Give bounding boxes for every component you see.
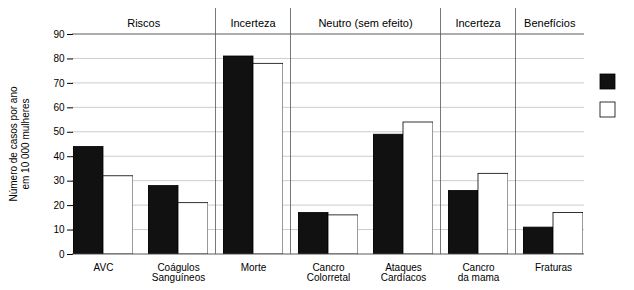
svg-text:20: 20 — [53, 200, 65, 211]
svg-text:CoágulosSanguíneos: CoágulosSanguíneos — [152, 262, 205, 283]
svg-text:Morte: Morte — [241, 262, 267, 273]
svg-text:40: 40 — [53, 151, 65, 162]
svg-text:AtaquesCardíacos: AtaquesCardíacos — [381, 262, 427, 283]
svg-text:30: 30 — [53, 175, 65, 186]
svg-text:70: 70 — [53, 78, 65, 89]
svg-text:Riscos: Riscos — [127, 17, 161, 29]
svg-text:10: 10 — [53, 224, 65, 235]
svg-text:Incerteza: Incerteza — [455, 17, 501, 29]
svg-text:Neutro (sem efeito): Neutro (sem efeito) — [318, 17, 412, 29]
svg-text:60: 60 — [53, 102, 65, 113]
svg-text:Incerteza: Incerteza — [230, 17, 276, 29]
svg-text:50: 50 — [53, 126, 65, 137]
svg-text:0: 0 — [59, 249, 65, 260]
svg-text:90: 90 — [53, 29, 65, 40]
svg-text:Número de casos por anoem 10 0: Número de casos por anoem 10 000 mulhere… — [8, 86, 31, 202]
svg-text:AVC: AVC — [94, 262, 114, 273]
svg-text:Benefícios: Benefícios — [524, 17, 576, 29]
svg-text:Fraturas: Fraturas — [535, 262, 572, 273]
svg-text:80: 80 — [53, 53, 65, 64]
svg-text:Cancroda mama: Cancroda mama — [458, 262, 500, 283]
svg-text:CancroColorretal: CancroColorretal — [307, 262, 350, 283]
